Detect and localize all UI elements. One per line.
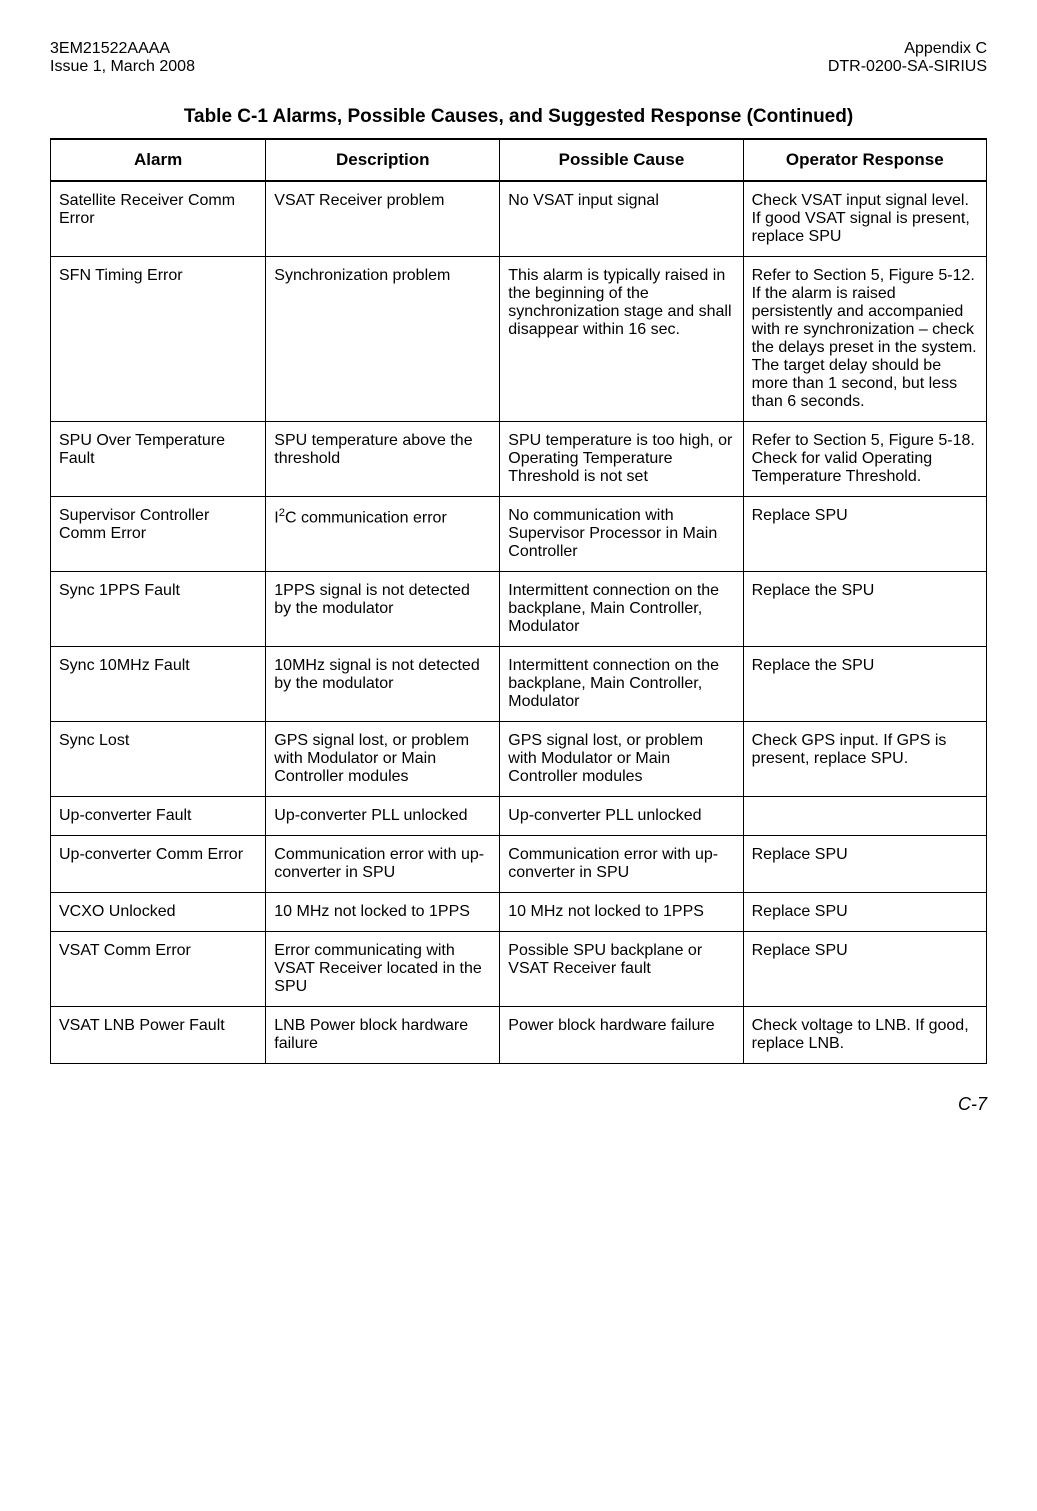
cell-response: Replace SPU	[743, 497, 986, 572]
col-header-cause: Possible Cause	[500, 139, 743, 181]
cell-response: Check VSAT input signal level. If good V…	[743, 181, 986, 257]
table-row: SFN Timing ErrorSynchronization problemT…	[51, 257, 987, 422]
doc-id: 3EM21522AAAA	[50, 40, 195, 58]
cell-response: Replace the SPU	[743, 572, 986, 647]
cell-response: Check GPS input. If GPS is present, repl…	[743, 722, 986, 797]
table-row: VSAT Comm ErrorError communicating with …	[51, 932, 987, 1007]
cell-alarm: SPU Over Temperature Fault	[51, 422, 266, 497]
cell-alarm: VSAT Comm Error	[51, 932, 266, 1007]
cell-cause: Communication error with up-converter in…	[500, 836, 743, 893]
table-row: VSAT LNB Power FaultLNB Power block hard…	[51, 1007, 987, 1064]
cell-description: GPS signal lost, or problem with Modulat…	[266, 722, 500, 797]
cell-cause: 10 MHz not locked to 1PPS	[500, 893, 743, 932]
col-header-response: Operator Response	[743, 139, 986, 181]
cell-description: 10 MHz not locked to 1PPS	[266, 893, 500, 932]
cell-description: VSAT Receiver problem	[266, 181, 500, 257]
cell-alarm: VCXO Unlocked	[51, 893, 266, 932]
cell-cause: Up-converter PLL unlocked	[500, 797, 743, 836]
col-header-description: Description	[266, 139, 500, 181]
table-row: Sync 10MHz Fault10MHz signal is not dete…	[51, 647, 987, 722]
table-row: Satellite Receiver Comm ErrorVSAT Receiv…	[51, 181, 987, 257]
cell-response: Replace SPU	[743, 893, 986, 932]
cell-cause: No VSAT input signal	[500, 181, 743, 257]
appendix-label: Appendix C	[828, 40, 987, 58]
cell-alarm: VSAT LNB Power Fault	[51, 1007, 266, 1064]
cell-response: Replace the SPU	[743, 647, 986, 722]
cell-alarm: Sync Lost	[51, 722, 266, 797]
table-row: SPU Over Temperature FaultSPU temperatur…	[51, 422, 987, 497]
cell-response: Refer to Section 5, Figure 5-12. If the …	[743, 257, 986, 422]
cell-description: 10MHz signal is not detected by the modu…	[266, 647, 500, 722]
cell-cause: GPS signal lost, or problem with Modulat…	[500, 722, 743, 797]
table-body: Satellite Receiver Comm ErrorVSAT Receiv…	[51, 181, 987, 1064]
cell-cause: Intermittent connection on the backplane…	[500, 572, 743, 647]
header-left: 3EM21522AAAA Issue 1, March 2008	[50, 40, 195, 76]
table-header-row: Alarm Description Possible Cause Operato…	[51, 139, 987, 181]
table-row: Sync 1PPS Fault1PPS signal is not detect…	[51, 572, 987, 647]
cell-alarm: Sync 1PPS Fault	[51, 572, 266, 647]
cell-response: Replace SPU	[743, 836, 986, 893]
cell-cause: SPU temperature is too high, or Operatin…	[500, 422, 743, 497]
table-row: VCXO Unlocked10 MHz not locked to 1PPS10…	[51, 893, 987, 932]
cell-alarm: Up-converter Fault	[51, 797, 266, 836]
cell-cause: Intermittent connection on the backplane…	[500, 647, 743, 722]
table-row: Up-converter Comm ErrorCommunication err…	[51, 836, 987, 893]
cell-response	[743, 797, 986, 836]
cell-description: 1PPS signal is not detected by the modul…	[266, 572, 500, 647]
cell-alarm: Satellite Receiver Comm Error	[51, 181, 266, 257]
cell-cause: Possible SPU backplane or VSAT Receiver …	[500, 932, 743, 1007]
header-right: Appendix C DTR-0200-SA-SIRIUS	[828, 40, 987, 76]
cell-alarm: Supervisor Controller Comm Error	[51, 497, 266, 572]
issue-date: Issue 1, March 2008	[50, 58, 195, 76]
cell-alarm: SFN Timing Error	[51, 257, 266, 422]
table-row: Up-converter FaultUp-converter PLL unloc…	[51, 797, 987, 836]
cell-description: Communication error with up-converter in…	[266, 836, 500, 893]
cell-alarm: Sync 10MHz Fault	[51, 647, 266, 722]
doc-ref: DTR-0200-SA-SIRIUS	[828, 58, 987, 76]
page-header: 3EM21522AAAA Issue 1, March 2008 Appendi…	[50, 40, 987, 76]
cell-response: Replace SPU	[743, 932, 986, 1007]
cell-description: SPU temperature above the threshold	[266, 422, 500, 497]
cell-description: Error communicating with VSAT Receiver l…	[266, 932, 500, 1007]
table-row: Sync LostGPS signal lost, or problem wit…	[51, 722, 987, 797]
table-title: Table C-1 Alarms, Possible Causes, and S…	[50, 106, 987, 128]
page-number: C-7	[50, 1094, 987, 1115]
cell-cause: Power block hardware failure	[500, 1007, 743, 1064]
cell-cause: No communication with Supervisor Process…	[500, 497, 743, 572]
cell-alarm: Up-converter Comm Error	[51, 836, 266, 893]
cell-response: Refer to Section 5, Figure 5-18. Check f…	[743, 422, 986, 497]
alarms-table: Alarm Description Possible Cause Operato…	[50, 138, 987, 1064]
table-row: Supervisor Controller Comm ErrorI2C comm…	[51, 497, 987, 572]
col-header-alarm: Alarm	[51, 139, 266, 181]
cell-description: Up-converter PLL unlocked	[266, 797, 500, 836]
cell-response: Check voltage to LNB. If good, replace L…	[743, 1007, 986, 1064]
cell-description: I2C communication error	[266, 497, 500, 572]
cell-description: Synchronization problem	[266, 257, 500, 422]
cell-description: LNB Power block hardware failure	[266, 1007, 500, 1064]
cell-cause: This alarm is typically raised in the be…	[500, 257, 743, 422]
